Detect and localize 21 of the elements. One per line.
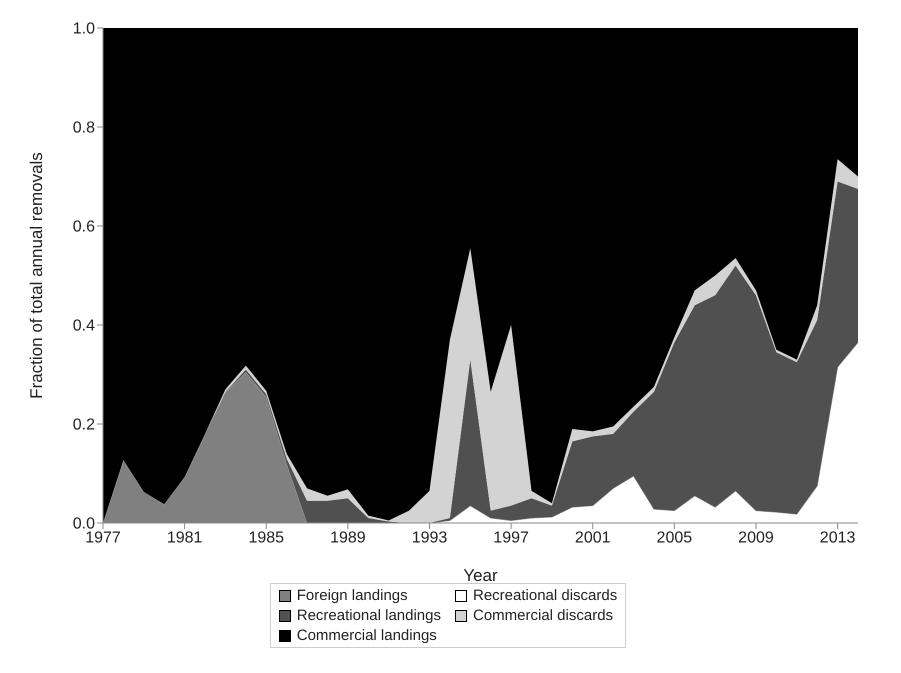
x-tick-label: 1989 — [330, 529, 366, 546]
x-axis-title: Year — [463, 566, 498, 585]
x-tick-label: 2001 — [574, 529, 611, 546]
y-tick-label: 0.2 — [72, 416, 96, 434]
x-tick-label: 1981 — [166, 529, 203, 546]
x-tick-label: 1993 — [412, 529, 448, 546]
y-tick-label: 0.6 — [72, 218, 96, 236]
legend-label: Commercial landings — [296, 627, 437, 644]
x-tick-label: 2009 — [738, 529, 774, 546]
legend-label: Recreational landings — [296, 607, 441, 624]
x-tick-label: 2013 — [820, 529, 856, 546]
legend-label: Commercial discards — [473, 607, 614, 624]
x-tick-label: 2005 — [656, 529, 692, 546]
legend-label: Foreign landings — [296, 587, 408, 604]
y-tick-label: 0.4 — [72, 318, 96, 335]
x-tick-label: 1985 — [248, 529, 284, 546]
legend-label: Recreational discards — [473, 587, 618, 604]
y-axis-title: Fraction of total annual removals — [27, 152, 46, 399]
y-tick-label: 0.8 — [72, 120, 96, 137]
x-tick-label: 1997 — [493, 529, 530, 546]
y-tick-label: 1.0 — [72, 20, 96, 38]
